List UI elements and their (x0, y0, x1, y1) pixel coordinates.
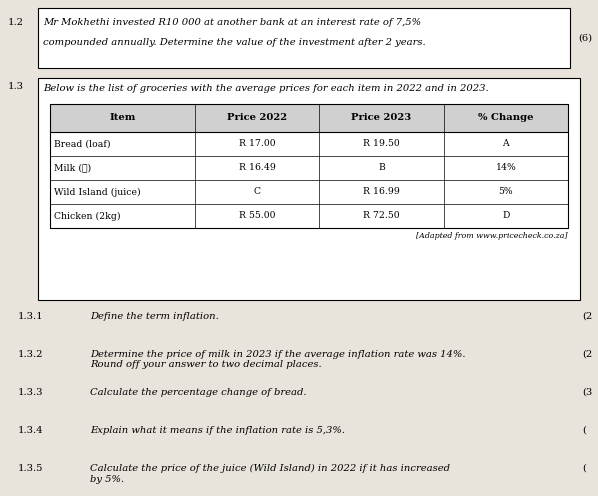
Bar (50, 156, 568, 180)
Text: [Adapted from www.pricecheck.co.za]: [Adapted from www.pricecheck.co.za] (416, 232, 568, 240)
Text: 1.3.2: 1.3.2 (18, 350, 44, 359)
Text: Wild Island (juice): Wild Island (juice) (54, 187, 141, 196)
Text: Price 2022: Price 2022 (227, 114, 287, 123)
Text: Bread (loaf): Bread (loaf) (54, 139, 111, 148)
Text: 14%: 14% (496, 164, 516, 173)
Text: (3: (3 (582, 388, 592, 397)
Text: compounded annually. Determine the value of the investment after 2 years.: compounded annually. Determine the value… (43, 38, 426, 47)
Text: (2: (2 (582, 312, 592, 321)
Bar (50, 180, 568, 204)
Text: 1.2: 1.2 (8, 18, 24, 27)
Bar (50, 104, 568, 228)
Text: Milk (ℓ): Milk (ℓ) (54, 164, 91, 173)
Text: (: ( (582, 426, 586, 435)
Text: Calculate the price of the juice (Wild Island) in 2022 if it has increased
by 5%: Calculate the price of the juice (Wild I… (90, 464, 450, 484)
Text: R 72.50: R 72.50 (363, 211, 400, 221)
Bar (38, 8, 570, 68)
Text: Price 2023: Price 2023 (352, 114, 411, 123)
Text: Explain what it means if the inflation rate is 5,3%.: Explain what it means if the inflation r… (90, 426, 345, 435)
Bar (50, 204, 568, 228)
Bar (38, 78, 580, 300)
Text: % Change: % Change (478, 114, 533, 123)
Text: R 16.49: R 16.49 (239, 164, 276, 173)
Bar (50, 132, 568, 156)
Text: 1.3.4: 1.3.4 (18, 426, 44, 435)
Text: R 17.00: R 17.00 (239, 139, 276, 148)
Text: 5%: 5% (499, 187, 513, 196)
Text: (: ( (582, 464, 586, 473)
Text: Chicken (2kg): Chicken (2kg) (54, 211, 121, 221)
Text: 1.3.5: 1.3.5 (18, 464, 44, 473)
Text: A: A (502, 139, 509, 148)
Text: 1.3.3: 1.3.3 (18, 388, 44, 397)
Text: Define the term inflation.: Define the term inflation. (90, 312, 219, 321)
Text: R 16.99: R 16.99 (363, 187, 400, 196)
Text: 1.3.1: 1.3.1 (18, 312, 44, 321)
Text: Item: Item (109, 114, 136, 123)
Text: B: B (378, 164, 385, 173)
Text: D: D (502, 211, 509, 221)
Text: Mr Mokhethi invested R10 000 at another bank at an interest rate of 7,5%: Mr Mokhethi invested R10 000 at another … (43, 18, 421, 27)
Text: Below is the list of groceries with the average prices for each item in 2022 and: Below is the list of groceries with the … (43, 84, 489, 93)
Text: C: C (254, 187, 261, 196)
Text: 1.3: 1.3 (8, 82, 24, 91)
Text: Calculate the percentage change of bread.: Calculate the percentage change of bread… (90, 388, 307, 397)
Text: Determine the price of milk in 2023 if the average inflation rate was 14%.
Round: Determine the price of milk in 2023 if t… (90, 350, 465, 370)
Text: R 19.50: R 19.50 (363, 139, 400, 148)
Text: (6): (6) (578, 34, 592, 43)
Text: R 55.00: R 55.00 (239, 211, 276, 221)
Text: (2: (2 (582, 350, 592, 359)
Bar (50, 104, 568, 132)
